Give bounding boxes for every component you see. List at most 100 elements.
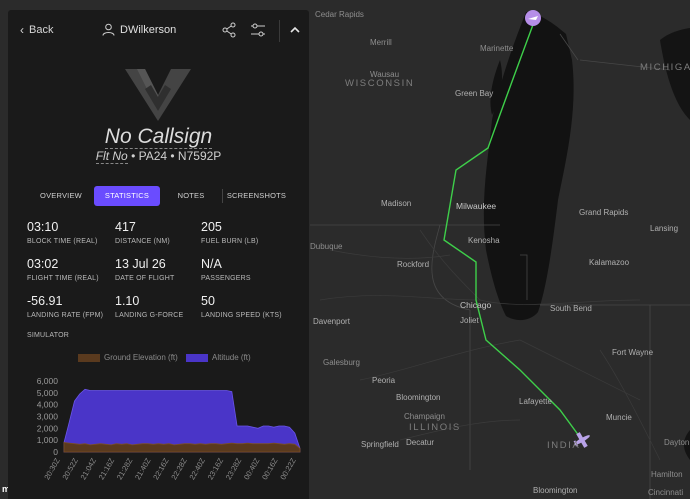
- city-label: Galesburg: [323, 358, 360, 367]
- city-label: Hamilton: [651, 470, 683, 479]
- city-label: Lansing: [650, 224, 679, 233]
- city-label: Peoria: [372, 376, 396, 385]
- x-tick-label: 23:16Z: [206, 456, 226, 481]
- stat-value: 03:10: [27, 220, 59, 234]
- ground-elevation-area: [63, 442, 301, 453]
- city-label: Decatur: [406, 438, 435, 447]
- city-label: Rockford: [397, 260, 430, 269]
- city-label: Grand Rapids: [579, 208, 629, 217]
- chevron-up-icon[interactable]: [287, 22, 303, 38]
- x-tick-label: 00:22Z: [278, 456, 298, 481]
- legend-item-altitude[interactable]: Altitude (ft): [186, 353, 251, 362]
- stat-value: 205: [201, 220, 222, 234]
- city-label: Green Bay: [455, 89, 494, 98]
- aircraft-info: • PA24 • N7592P: [131, 149, 222, 163]
- stat-value: 13 Jul 26: [115, 257, 166, 271]
- city-label: Fort Wayne: [612, 348, 654, 357]
- app-logo: [125, 69, 191, 121]
- state-label: ILLINOIS: [409, 422, 461, 433]
- stat-value: 50: [201, 294, 215, 308]
- x-tick-label: 21:40Z: [133, 456, 153, 481]
- stat-value: 417: [115, 220, 136, 234]
- stat-distance: 417 DISTANCE (NM): [115, 220, 210, 245]
- city-label: Wausau: [370, 70, 400, 79]
- tab-bar: OVERVIEW STATISTICS NOTES SCREENSHOTS: [28, 185, 290, 207]
- city-label: Springfield: [361, 440, 399, 449]
- tab-screenshots[interactable]: SCREENSHOTS: [222, 189, 290, 203]
- state-label: WISCONSIN: [345, 78, 415, 89]
- city-label: Marinette: [480, 44, 514, 53]
- user-icon: [102, 23, 115, 36]
- tab-overview[interactable]: OVERVIEW: [40, 191, 82, 200]
- city-label: Milwaukee: [456, 201, 497, 211]
- simulator-label: SIMULATOR: [27, 332, 69, 339]
- x-tick-label: 22:16Z: [151, 456, 171, 481]
- stat-label: LANDING RATE (FPM): [27, 312, 104, 319]
- stat-value: 1.10: [115, 294, 140, 308]
- y-tick-label: 0: [53, 447, 58, 457]
- y-tick-label: 6,000: [37, 376, 59, 386]
- stat-fuel-burn: 205 FUEL BURN (LB): [201, 220, 296, 245]
- city-label: Bloomington: [396, 393, 441, 402]
- legend-item-ground[interactable]: Ground Elevation (ft): [78, 353, 178, 362]
- stat-passengers: N/A PASSENGERS: [201, 257, 296, 282]
- user-link[interactable]: DWilkerson: [102, 23, 176, 36]
- city-label: Dayton: [664, 438, 690, 447]
- back-button[interactable]: ‹ Back: [20, 23, 53, 37]
- aircraft-icon: [573, 432, 590, 448]
- y-tick-label: 2,000: [37, 423, 59, 433]
- x-tick-label: 20:52Z: [60, 456, 80, 481]
- altitude-chart[interactable]: Ground Elevation (ft) Altitude (ft) 6,00…: [18, 350, 306, 485]
- flight-number-label: Flt No: [95, 149, 128, 164]
- topbar-divider: [279, 20, 280, 42]
- y-tick-label: 5,000: [37, 388, 59, 398]
- share-icon[interactable]: [221, 22, 237, 38]
- stat-label: FUEL BURN (LB): [201, 238, 259, 245]
- settings-sliders-icon[interactable]: [250, 22, 266, 38]
- chevron-left-icon: ‹: [20, 23, 24, 37]
- stat-label: DATE OF FLIGHT: [115, 275, 175, 282]
- legend-swatch: [186, 353, 208, 362]
- y-tick-label: 3,000: [37, 412, 59, 422]
- stat-label: BLOCK TIME (REAL): [27, 238, 98, 245]
- panel-topbar: ‹ Back DWilkerson: [8, 10, 309, 52]
- state-label: MICHIGAN: [640, 62, 690, 73]
- city-label: Kalamazoo: [589, 258, 630, 267]
- stat-value: -56.91: [27, 294, 63, 308]
- tab-statistics[interactable]: STATISTICS: [94, 186, 160, 206]
- back-label: Back: [29, 24, 54, 36]
- stat-label: PASSENGERS: [201, 275, 251, 282]
- city-label: Joliet: [460, 316, 479, 325]
- callsign-text: No Callsign: [104, 125, 213, 149]
- city-label: Lafayette: [519, 397, 552, 406]
- legend-label: Altitude (ft): [212, 353, 251, 362]
- city-label: Dubuque: [310, 242, 343, 251]
- city-label: Cedar Rapids: [315, 10, 364, 19]
- flight-details-panel: ‹ Back DWilkerson No C: [8, 10, 309, 499]
- city-label: Chicago: [460, 300, 492, 310]
- city-label: Davenport: [313, 317, 350, 326]
- city-label: Champaign: [404, 412, 445, 421]
- city-label: Merrill: [370, 38, 392, 47]
- flight-info-line: Flt No • PA24 • N7592P: [8, 149, 309, 164]
- y-tick-label: 4,000: [37, 400, 59, 410]
- altitude-area: [63, 388, 301, 453]
- city-label: Bloomington: [533, 486, 578, 495]
- city-label: Madison: [381, 199, 412, 208]
- x-tick-label: 20:30Z: [42, 456, 62, 481]
- state-label: INDIA: [547, 440, 581, 451]
- y-tick-label: 1,000: [37, 435, 59, 445]
- tab-notes[interactable]: NOTES: [177, 191, 205, 200]
- stat-date: 13 Jul 26 DATE OF FLIGHT: [115, 257, 210, 282]
- stat-block-time: 03:10 BLOCK TIME (REAL): [27, 220, 122, 245]
- city-label: Kenosha: [468, 236, 500, 245]
- stat-label: LANDING G-FORCE: [115, 312, 184, 319]
- stat-label: LANDING SPEED (KTS): [201, 312, 282, 319]
- stat-flight-time: 03:02 FLIGHT TIME (REAL): [27, 257, 122, 282]
- x-tick-label: 23:28Z: [224, 456, 244, 481]
- flight-route: [443, 21, 583, 441]
- stat-label: DISTANCE (NM): [115, 238, 170, 245]
- lake-erie: [683, 430, 690, 460]
